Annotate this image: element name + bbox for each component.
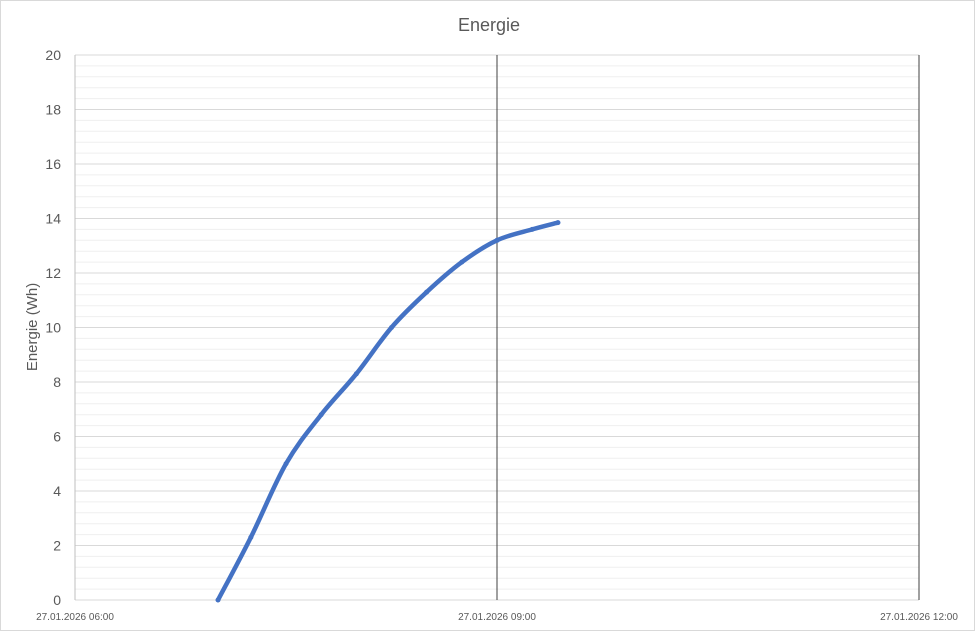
data-point: [424, 289, 430, 295]
data-point: [353, 371, 359, 377]
x-tick-label: 27.01.2026 06:00: [36, 612, 114, 623]
y-tick-label: 12: [45, 265, 61, 281]
y-tick-label: 20: [45, 47, 61, 63]
y-tick-label: 4: [53, 483, 61, 499]
data-point: [318, 412, 324, 418]
y-tick-label: 14: [45, 211, 61, 227]
data-point: [389, 325, 394, 330]
x-tick-label: 27.01.2026 12:00: [880, 612, 958, 623]
y-tick-label: 16: [45, 156, 61, 172]
energy-series-line: [215, 220, 561, 603]
data-point: [529, 226, 535, 232]
x-tick-label: 27.01.2026 09:00: [458, 612, 536, 623]
y-axis-label: Energie (Wh): [24, 283, 41, 371]
data-point: [555, 220, 561, 226]
data-point: [494, 237, 500, 243]
y-tick-label: 0: [53, 592, 61, 608]
chart-title: Energie: [458, 15, 520, 35]
y-tick-label: 2: [53, 538, 61, 554]
y-tick-label: 10: [45, 320, 61, 336]
data-point: [248, 534, 254, 540]
data-point: [283, 461, 289, 467]
y-tick-label: 18: [45, 102, 61, 118]
y-tick-label: 8: [53, 374, 61, 390]
data-point: [459, 259, 465, 265]
y-tick-label: 6: [53, 429, 61, 445]
data-point: [215, 597, 221, 603]
